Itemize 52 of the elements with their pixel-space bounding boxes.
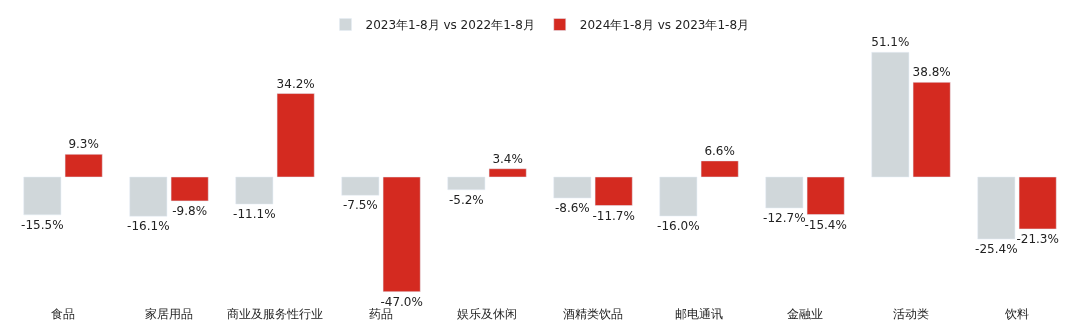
data-label: -16.0% <box>657 219 700 234</box>
bar <box>129 176 168 217</box>
bar <box>594 176 633 206</box>
data-label: -8.6% <box>554 200 590 215</box>
x-tick-label: 活动类 <box>893 307 929 321</box>
data-label: -5.2% <box>448 192 484 207</box>
bar <box>700 160 739 178</box>
data-label: 34.2% <box>276 76 315 91</box>
x-tick-label: 邮电通讯 <box>675 307 723 321</box>
data-label: 38.8% <box>912 65 951 80</box>
bar <box>235 176 274 205</box>
x-tick-label: 金融业 <box>787 307 823 321</box>
bar <box>553 176 592 199</box>
x-tick-label: 商业及服务性行业 <box>227 307 323 321</box>
x-tick-label: 饮料 <box>1004 307 1029 321</box>
bar <box>447 176 486 190</box>
bar <box>382 176 421 292</box>
bar <box>806 176 845 215</box>
bar <box>977 176 1016 240</box>
bar <box>1018 176 1057 230</box>
data-label: -11.1% <box>233 207 276 222</box>
data-label: -7.5% <box>342 198 378 213</box>
x-tick-label: 食品 <box>51 307 75 321</box>
x-tick-label: 家居用品 <box>145 307 193 321</box>
data-label: -25.4% <box>975 241 1018 256</box>
data-label: -16.1% <box>127 219 170 234</box>
bar <box>170 176 209 202</box>
data-label: -9.8% <box>172 203 208 218</box>
data-label: 6.6% <box>704 143 735 158</box>
bar <box>276 93 315 178</box>
bar <box>659 176 698 217</box>
bar <box>765 176 804 209</box>
bar <box>488 168 527 178</box>
data-label: -15.4% <box>804 217 847 232</box>
x-tick-label: 酒精类饮品 <box>563 307 623 321</box>
data-label: -11.7% <box>592 208 635 223</box>
bar <box>64 154 103 178</box>
x-tick-label: 药品 <box>369 307 393 321</box>
data-label: -47.0% <box>380 294 423 309</box>
bar <box>871 52 910 178</box>
bar <box>23 176 62 216</box>
x-tick-label: 娱乐及休闲 <box>457 307 517 321</box>
legend-label: 2023年1-8月 vs 2022年1-8月 <box>365 18 535 33</box>
data-label: -21.3% <box>1016 231 1059 246</box>
legend-label: 2024年1-8月 vs 2023年1-8月 <box>579 18 750 33</box>
data-label: 51.1% <box>871 35 910 50</box>
data-label: -15.5% <box>21 217 64 232</box>
data-label: 9.3% <box>68 137 99 152</box>
bar <box>912 82 951 178</box>
data-label: 3.4% <box>492 151 523 166</box>
bar <box>341 176 380 196</box>
data-label: -12.7% <box>763 211 806 225</box>
